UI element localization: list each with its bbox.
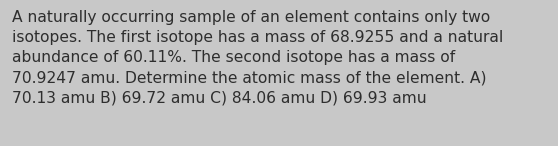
Text: A naturally occurring sample of an element contains only two
isotopes. The first: A naturally occurring sample of an eleme… [12, 10, 503, 105]
